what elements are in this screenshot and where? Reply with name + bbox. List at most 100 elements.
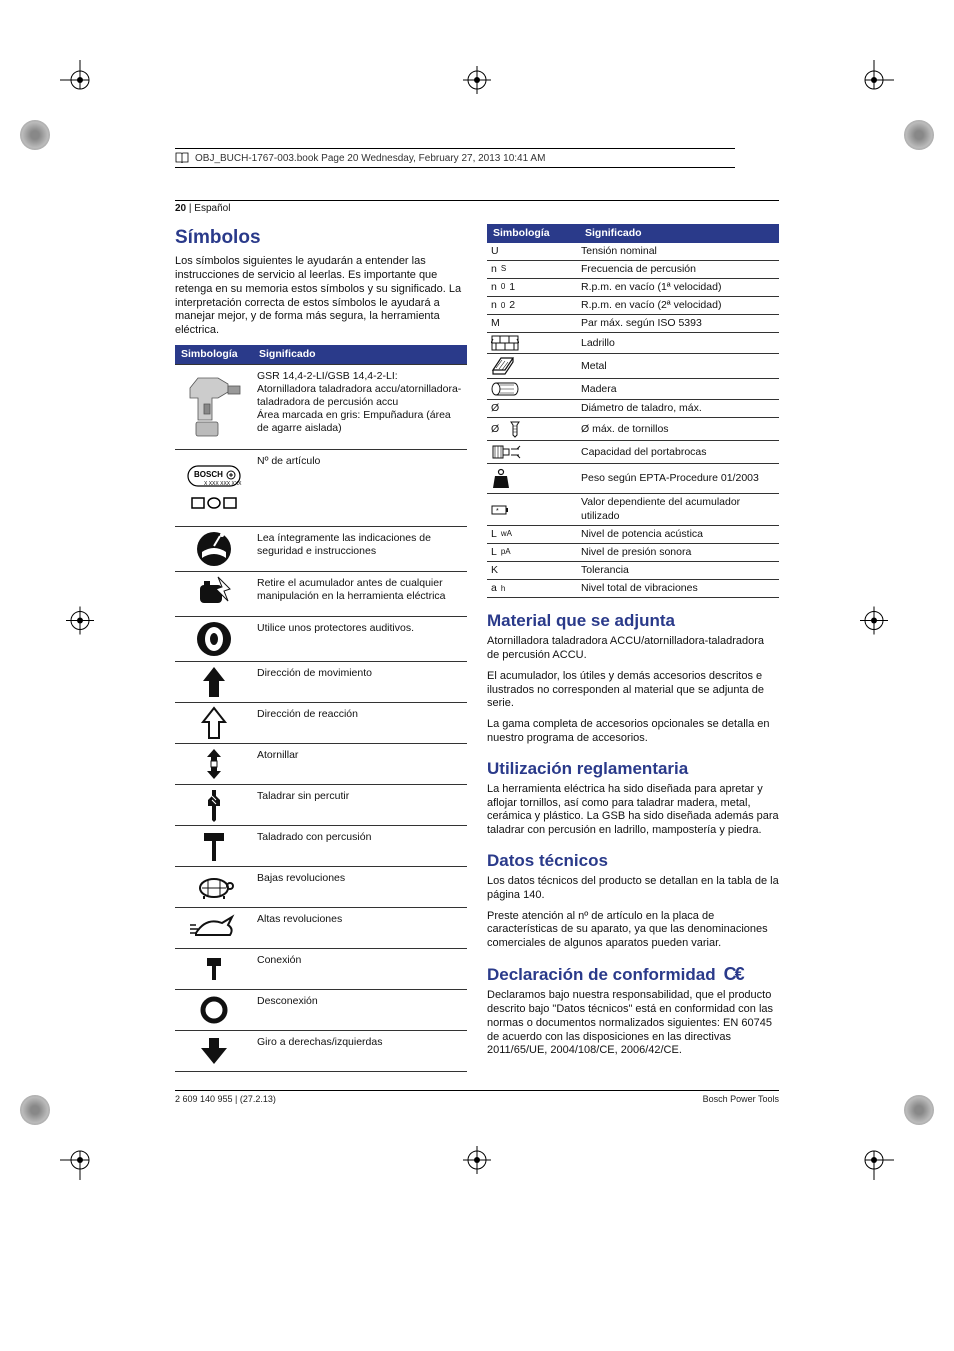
spec-value: Valor dependiente del acumulador utiliza… (579, 494, 779, 524)
material-paragraph: La gama completa de accesorios opcionale… (487, 718, 779, 746)
symbol-row: Utilice unos protectores auditivos. (175, 616, 467, 661)
movement-arrow-icon (175, 665, 253, 699)
spec-value: Madera (579, 381, 779, 398)
power-on-icon (175, 952, 253, 986)
registration-target-icon (904, 120, 934, 150)
chuck-capacity-icon (487, 441, 579, 463)
spec-value: Metal (579, 358, 779, 375)
spec-symbol: ah (487, 580, 579, 597)
print-header: OBJ_BUCH-1767-003.book Page 20 Wednesday… (175, 148, 735, 168)
symbol-row: Altas revoluciones (175, 907, 467, 948)
book-icon (175, 151, 189, 165)
symbol-desc: GSR 14,4-2-LI/GSB 14,4-2-LI: Atornillado… (253, 368, 467, 438)
spec-row: nSFrecuencia de percusión (487, 261, 779, 279)
spec-header-col2: Significado (579, 224, 779, 243)
symbol-desc: Conexión (253, 952, 467, 969)
symbol-row: Bajas revoluciones (175, 866, 467, 907)
symbol-row: Lea íntegramente las indicaciones de seg… (175, 526, 467, 571)
spec-value: Tensión nominal (579, 243, 779, 260)
spec-row: * Valor dependiente del acumulador utiliz… (487, 494, 779, 525)
symbol-desc: Altas revoluciones (253, 911, 467, 928)
right-column: Simbología Significado UTensión nominal … (487, 222, 779, 1072)
heading-utilizacion: Utilización reglamentaria (487, 758, 779, 779)
datos-paragraph: Los datos técnicos del producto se detal… (487, 875, 779, 903)
hammer-mode-icon (175, 829, 253, 863)
registration-target-icon (20, 1095, 50, 1125)
symbol-desc: Lea íntegramente las indicaciones de seg… (253, 530, 467, 560)
heading-simbolos: Símbolos (175, 226, 467, 250)
spec-value: Nivel de presión sonora (579, 544, 779, 561)
wood-icon (487, 379, 579, 399)
symbol-header-col1: Simbología (175, 345, 253, 364)
symbol-row: Giro a derechas/izquierdas (175, 1030, 467, 1072)
spec-value: Par máx. según ISO 5393 (579, 315, 779, 332)
spec-table-header: Simbología Significado (487, 224, 779, 243)
spec-row: Madera (487, 379, 779, 400)
footer-right: Bosch Power Tools (703, 1094, 779, 1105)
page-number: 20 (175, 203, 186, 214)
symbol-row: Dirección de movimiento (175, 661, 467, 702)
spec-value: R.p.m. en vacío (1ª velocidad) (579, 279, 779, 296)
page-footer: 2 609 140 955 | (27.2.13) Bosch Power To… (175, 1090, 779, 1105)
remove-battery-icon (175, 575, 253, 613)
symbol-desc: Desconexión (253, 993, 467, 1010)
screw-diameter-icon: Ø (487, 418, 579, 440)
spec-row: KTolerancia (487, 562, 779, 580)
svg-text:BOSCH: BOSCH (194, 470, 223, 479)
heading-material: Material que se adjunta (487, 610, 779, 631)
intro-paragraph: Los símbolos siguientes le ayudarán a en… (175, 255, 467, 338)
symbol-table-header: Simbología Significado (175, 345, 467, 364)
page-number-line: 20 | Español (175, 200, 779, 216)
symbol-row: Retire el acumulador antes de cualquier … (175, 571, 467, 616)
svg-text:*: * (496, 508, 499, 515)
brick-icon (487, 333, 579, 353)
symbol-desc: Retire el acumulador antes de cualquier … (253, 575, 467, 605)
print-header-text: OBJ_BUCH-1767-003.book Page 20 Wednesday… (195, 153, 545, 164)
symbol-row: Dirección de reacción (175, 702, 467, 743)
spec-symbol: M (487, 315, 579, 332)
symbol-desc: Dirección de reacción (253, 706, 467, 723)
spec-symbol: Ø (487, 400, 579, 417)
spec-value: Ø máx. de tornillos (579, 421, 779, 438)
symbol-desc: Dirección de movimiento (253, 665, 467, 682)
rotation-direction-icon (175, 1034, 253, 1068)
spec-value: R.p.m. en vacío (2ª velocidad) (579, 297, 779, 314)
registration-target-icon (904, 1095, 934, 1125)
symbol-row: Conexión (175, 948, 467, 989)
spec-value: Nivel de potencia acústica (579, 526, 779, 543)
spec-value: Nivel total de vibraciones (579, 580, 779, 597)
symbol-desc: Bajas revoluciones (253, 870, 467, 887)
symbol-row: Taladrar sin percutir (175, 784, 467, 825)
utilizacion-paragraph: La herramienta eléctrica ha sido diseñad… (487, 783, 779, 838)
left-column: Símbolos Los símbolos siguientes le ayud… (175, 222, 467, 1072)
symbol-row: Desconexión (175, 989, 467, 1030)
spec-row: LwANivel de potencia acústica (487, 526, 779, 544)
spec-symbol: K (487, 562, 579, 579)
spec-row: MPar máx. según ISO 5393 (487, 315, 779, 333)
spec-row: Metal (487, 354, 779, 379)
heading-datos: Datos técnicos (487, 850, 779, 871)
spec-symbol: n0 1 (487, 279, 579, 296)
spec-value: Tolerancia (579, 562, 779, 579)
registration-target-icon (20, 120, 50, 150)
metal-icon (487, 354, 579, 378)
spec-symbol: LpA (487, 544, 579, 561)
screw-mode-icon (175, 747, 253, 781)
symbol-row: Taladrado con percusión (175, 825, 467, 866)
spec-value: Ladrillo (579, 335, 779, 352)
spec-value: Capacidad del portabrocas (579, 444, 779, 461)
symbol-row: Atornillar (175, 743, 467, 784)
spec-value: Frecuencia de percusión (579, 261, 779, 278)
reaction-arrow-icon (175, 706, 253, 740)
battery-dependent-icon: * (487, 502, 579, 518)
symbol-desc: Giro a derechas/izquierdas (253, 1034, 467, 1051)
heading-declaracion: Declaración de conformidad C€ (487, 963, 779, 986)
spec-header-col1: Simbología (487, 224, 579, 243)
symbol-desc: Taladrar sin percutir (253, 788, 467, 805)
material-paragraph: Atornilladora taladradora ACCU/atornilla… (487, 635, 779, 663)
read-manual-icon (175, 530, 253, 568)
article-label-icon: BOSCH X XXX XXX XXX (175, 453, 253, 523)
drill-mode-icon (175, 788, 253, 822)
footer-left: 2 609 140 955 | (27.2.13) (175, 1094, 276, 1105)
material-paragraph: El acumulador, los útiles y demás acceso… (487, 670, 779, 711)
